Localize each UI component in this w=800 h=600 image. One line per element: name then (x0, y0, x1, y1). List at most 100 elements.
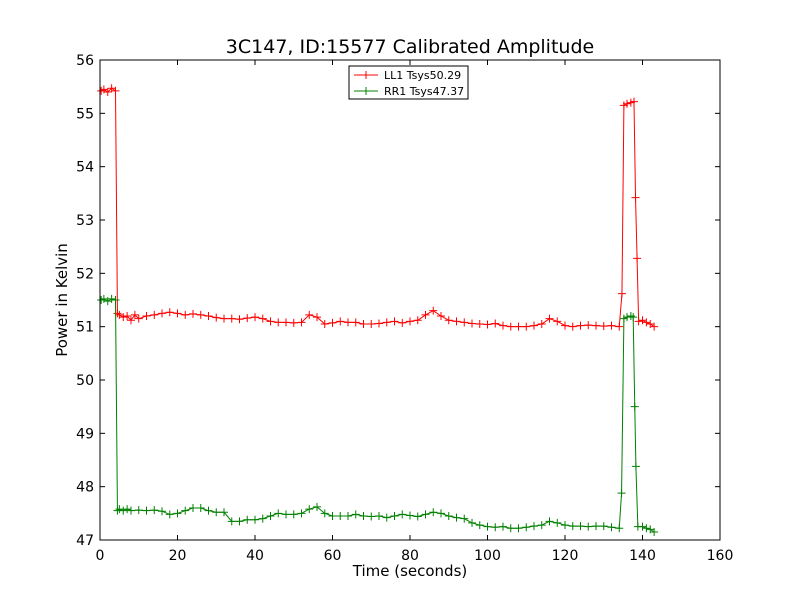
data-point-marker (375, 512, 383, 520)
data-point-marker (522, 322, 531, 331)
data-point-marker (111, 296, 120, 304)
y-tick-label: 55 (76, 106, 94, 122)
data-point-marker (437, 312, 445, 320)
x-tick-label: 40 (246, 548, 264, 564)
data-point-marker (113, 309, 122, 318)
data-point-marker (615, 322, 624, 331)
data-point-marker (196, 504, 205, 512)
data-point-marker (633, 254, 642, 263)
data-point-marker (592, 321, 600, 330)
data-point-marker (258, 314, 267, 323)
data-point-marker (115, 505, 124, 514)
data-point-marker (328, 318, 337, 327)
data-point-marker (351, 318, 360, 327)
data-point-marker (375, 319, 383, 328)
data-point-marker (398, 318, 407, 327)
y-tick-label: 52 (76, 266, 94, 282)
series-0 (97, 84, 659, 331)
x-tick-label: 60 (324, 548, 342, 564)
data-point-marker (506, 524, 515, 533)
data-point-marker (123, 312, 132, 320)
data-point-marker (243, 515, 252, 524)
data-point-marker (584, 321, 593, 330)
data-point-marker (382, 513, 391, 522)
data-point-marker (630, 402, 639, 411)
data-point-marker (243, 314, 252, 323)
data-point-marker (367, 512, 376, 521)
data-point-marker (189, 504, 197, 512)
data-point-marker (406, 511, 414, 520)
legend-label: RR1 Tsys47.37 (384, 85, 464, 98)
data-point-marker (165, 308, 174, 317)
data-point-marker (452, 317, 461, 326)
data-point-marker (634, 317, 643, 326)
data-point-marker (530, 321, 538, 330)
data-point-marker (537, 521, 546, 530)
data-point-marker (313, 313, 321, 322)
chart-title: 3C147, ID:15577 Calibrated Amplitude (226, 36, 594, 58)
data-point-marker (119, 506, 128, 515)
y-tick-label: 50 (76, 373, 94, 389)
data-point-marker (437, 509, 445, 518)
data-point-marker (475, 320, 484, 328)
data-point-marker (617, 489, 626, 498)
x-tick-label: 140 (629, 548, 656, 564)
data-point-marker (506, 322, 515, 331)
data-point-marker (638, 316, 647, 325)
data-point-marker (421, 310, 430, 319)
data-point-marker (266, 512, 275, 520)
data-point-marker (553, 518, 562, 527)
data-point-marker (390, 512, 399, 520)
data-point-marker (274, 509, 283, 518)
x-tick-label: 0 (96, 548, 105, 564)
data-point-marker (344, 512, 352, 520)
data-point-marker (444, 512, 453, 520)
data-point-marker (537, 320, 546, 328)
data-point-marker (615, 524, 624, 533)
data-point-marker (629, 97, 638, 106)
data-point-marker (107, 294, 116, 303)
data-point-marker (320, 509, 329, 518)
legend-marker (362, 71, 370, 79)
x-tick-label: 100 (474, 548, 501, 564)
data-point-marker (390, 317, 399, 326)
data-point-marker (274, 318, 283, 327)
legend-marker (362, 87, 370, 95)
legend: LL1 Tsys50.29 RR1 Tsys47.37 (348, 65, 469, 100)
data-point-marker (514, 524, 523, 533)
data-point-marker (638, 522, 647, 531)
data-point-marker (227, 517, 236, 526)
data-point-marker (351, 510, 360, 519)
data-point-marker (444, 316, 453, 325)
data-point-marker (631, 193, 640, 202)
data-point-marker (127, 506, 135, 515)
data-point-marker (181, 310, 190, 319)
data-point-marker (344, 318, 352, 327)
data-point-marker (305, 310, 314, 319)
data-point-marker (631, 462, 640, 471)
data-point-marker (235, 315, 244, 324)
data-point-marker (367, 320, 376, 328)
data-point-marker (115, 310, 124, 319)
data-point-marker (545, 517, 554, 526)
data-point-marker (282, 510, 290, 519)
data-point-marker (599, 522, 608, 531)
plot-area (97, 84, 659, 536)
data-point-marker (103, 88, 112, 96)
data-point-marker (142, 506, 151, 515)
data-point-marker (413, 512, 422, 521)
data-point-marker (650, 322, 659, 331)
data-point-marker (607, 321, 616, 330)
data-point-marker (592, 522, 600, 531)
data-point-marker (499, 522, 507, 531)
data-point-marker (111, 86, 120, 95)
y-tick-label: 51 (76, 320, 94, 336)
data-point-marker (123, 505, 132, 514)
y-tick-label: 54 (76, 160, 94, 176)
x-axis-label: Time (seconds) (352, 562, 468, 580)
data-point-marker (491, 523, 500, 532)
data-point-marker (599, 322, 608, 331)
data-point-marker (204, 312, 213, 320)
